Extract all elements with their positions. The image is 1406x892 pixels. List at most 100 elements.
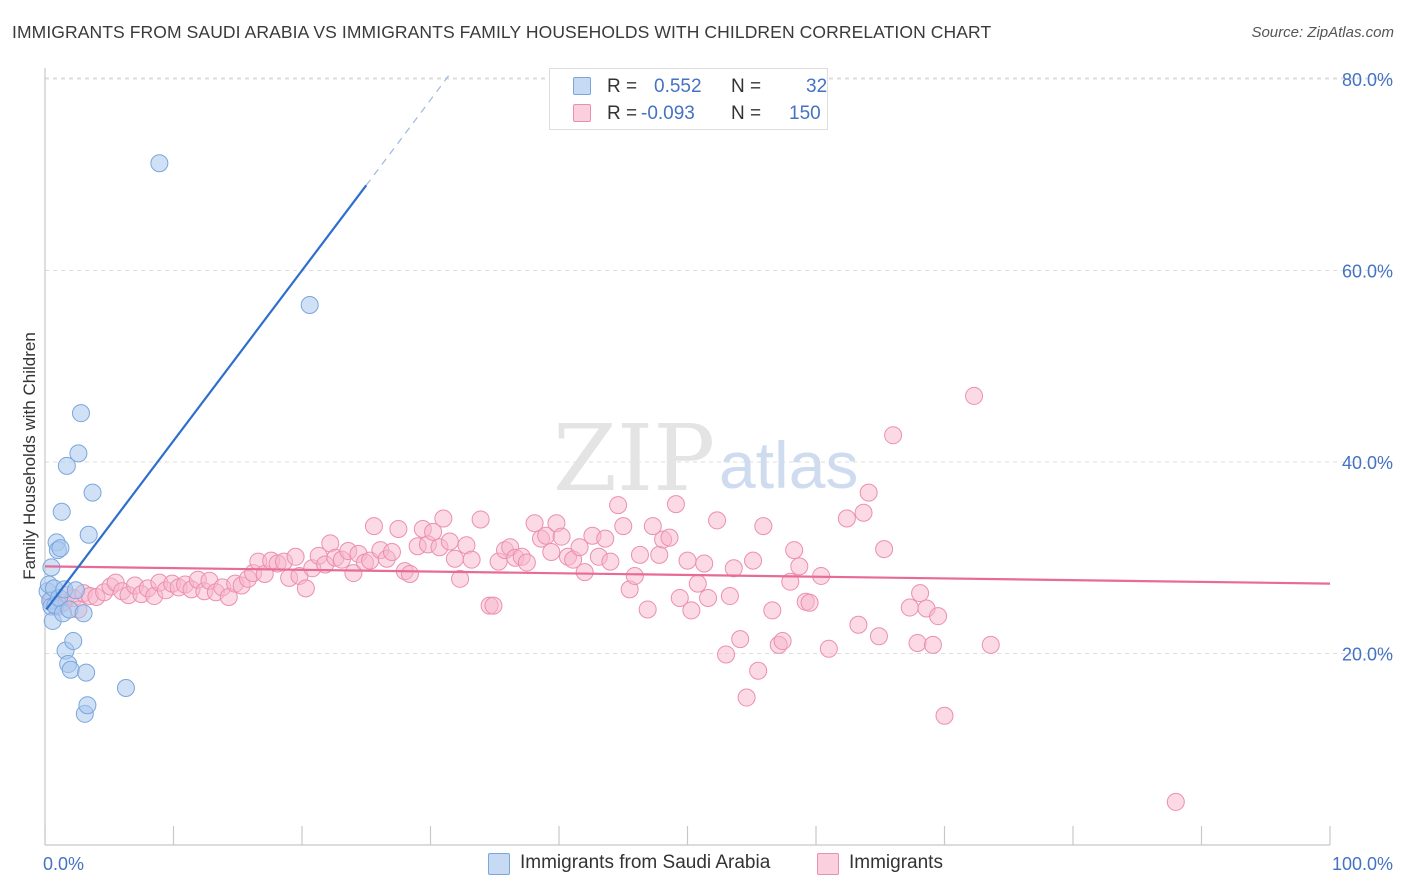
legend-n-label: N = — [731, 76, 762, 97]
chart-title: IMMIGRANTS FROM SAUDI ARABIA VS IMMIGRAN… — [12, 22, 992, 42]
data-point-immigrants — [790, 557, 809, 576]
data-point-saudi-arabia — [79, 525, 98, 544]
data-point-immigrants — [614, 517, 633, 536]
data-point-immigrants — [688, 574, 707, 593]
y-axis-label: Family Households with Children — [20, 332, 39, 580]
data-point-immigrants — [682, 601, 701, 620]
data-point-immigrants — [737, 688, 756, 707]
data-point-immigrants — [981, 635, 1000, 654]
data-point-immigrants — [609, 496, 628, 515]
watermark-atlas: atlas — [719, 428, 858, 502]
series-immigrants-from-saudi-arabia — [38, 154, 319, 723]
data-point-saudi-arabia — [150, 154, 169, 173]
trend-line-saudi-arabia-extension — [365, 73, 451, 186]
legend-r-label: R = — [607, 76, 638, 97]
data-point-saudi-arabia — [61, 660, 80, 679]
data-point-immigrants — [678, 551, 697, 570]
data-point-immigrants — [570, 538, 589, 557]
data-point-immigrants — [695, 554, 714, 573]
bottom-legend-swatch-blue — [488, 853, 510, 875]
y-tick-label: 20.0% — [1342, 645, 1393, 665]
data-point-immigrants — [763, 601, 782, 620]
trend-line-saudi-arabia — [45, 184, 368, 611]
data-point-saudi-arabia — [78, 696, 97, 715]
data-point-immigrants — [382, 543, 401, 562]
data-point-saudi-arabia — [57, 456, 76, 475]
data-point-immigrants — [935, 706, 954, 725]
watermark-zip: ZIP — [553, 405, 715, 512]
data-point-immigrants — [699, 588, 718, 607]
data-point-immigrants — [660, 528, 679, 547]
data-point-immigrants — [364, 517, 383, 536]
data-point-immigrants — [854, 503, 873, 522]
data-point-immigrants — [601, 552, 620, 571]
data-point-immigrants — [625, 566, 644, 585]
data-point-immigrants — [819, 639, 838, 658]
data-point-immigrants — [800, 593, 819, 612]
data-point-saudi-arabia — [69, 444, 88, 463]
data-point-saudi-arabia — [300, 295, 319, 314]
legend-n-value: 150 — [789, 103, 821, 124]
data-point-immigrants — [754, 517, 773, 536]
bottom-legend-label: Immigrants from Saudi Arabia — [520, 852, 771, 873]
data-point-saudi-arabia — [51, 539, 70, 558]
y-tick-label: 80.0% — [1342, 70, 1393, 90]
data-point-immigrants — [1166, 792, 1185, 811]
data-point-immigrants — [929, 607, 948, 626]
data-point-immigrants — [286, 547, 305, 566]
data-point-immigrants — [908, 633, 927, 652]
watermark: ZIP atlas — [553, 405, 858, 512]
x-tick-label: 100.0% — [1332, 854, 1393, 874]
legend-n-label: N = — [731, 103, 762, 124]
x-tick-label: 0.0% — [43, 854, 84, 874]
data-point-immigrants — [650, 545, 669, 564]
legend-r-label: R = — [607, 103, 638, 124]
series-immigrants — [42, 386, 1185, 811]
data-point-immigrants — [471, 510, 490, 529]
data-point-immigrants — [643, 517, 662, 536]
data-point-saudi-arabia — [116, 678, 135, 697]
correlation-legend: R = 0.552 N = 32 R = -0.093 N = 150 — [549, 68, 828, 130]
data-point-saudi-arabia — [64, 632, 83, 651]
data-point-immigrants — [911, 584, 930, 603]
data-point-immigrants — [440, 532, 459, 551]
data-point-immigrants — [869, 627, 888, 646]
legend-n-value: 32 — [806, 76, 828, 97]
data-point-saudi-arabia — [52, 502, 71, 521]
data-point-immigrants — [708, 511, 727, 530]
data-point-immigrants — [525, 514, 544, 533]
data-point-immigrants — [344, 564, 363, 583]
data-point-immigrants — [596, 529, 615, 548]
source-label: Source: ZipAtlas.com — [1251, 24, 1394, 41]
bottom-legend-label: Immigrants — [849, 852, 943, 873]
data-point-immigrants — [749, 661, 768, 680]
data-point-saudi-arabia — [77, 663, 96, 682]
data-point-immigrants — [630, 545, 649, 564]
data-point-immigrants — [296, 579, 315, 598]
legend-swatch-blue — [573, 77, 591, 95]
data-point-immigrants — [785, 541, 804, 560]
data-point-immigrants — [837, 509, 856, 528]
legend-r-value: 0.552 — [654, 76, 702, 97]
data-point-immigrants — [717, 645, 736, 664]
data-point-immigrants — [849, 615, 868, 634]
data-point-immigrants — [484, 596, 503, 615]
trend-lines — [44, 73, 1331, 611]
data-point-saudi-arabia — [83, 483, 102, 502]
legend-swatch-pink — [573, 104, 591, 122]
data-point-immigrants — [451, 569, 470, 588]
data-point-immigrants — [400, 565, 419, 584]
data-point-immigrants — [445, 549, 464, 568]
data-point-immigrants — [884, 426, 903, 445]
data-point-immigrants — [900, 598, 919, 617]
data-point-immigrants — [670, 588, 689, 607]
data-point-immigrants — [462, 550, 481, 569]
data-point-immigrants — [424, 522, 443, 541]
y-tick-label: 40.0% — [1342, 453, 1393, 473]
data-point-immigrants — [744, 551, 763, 570]
trend-line-immigrants — [44, 565, 1331, 585]
data-point-immigrants — [552, 527, 571, 546]
data-point-immigrants — [389, 520, 408, 539]
data-point-immigrants — [542, 543, 561, 562]
data-point-immigrants — [666, 495, 685, 514]
